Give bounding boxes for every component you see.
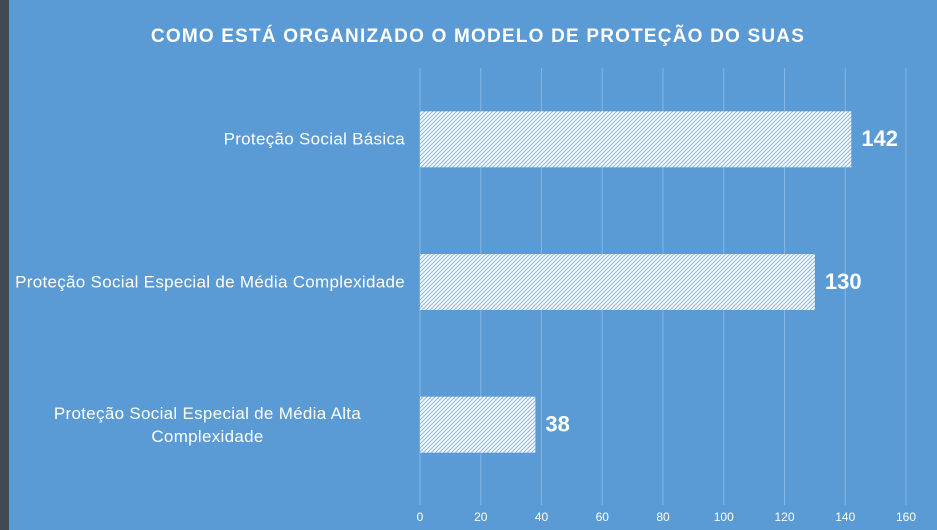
bar [420, 254, 815, 310]
x-tick-label: 140 [835, 510, 855, 524]
left-border [0, 0, 9, 530]
y-tick-label: Proteção Social Básica [223, 129, 405, 149]
y-tick-label-box: Proteção Social Especial de Média Comple… [10, 271, 405, 294]
value-label: 130 [825, 269, 862, 294]
y-tick-label: Proteção Social Especial de Média Alta C… [53, 403, 362, 446]
y-tick-label-box: Proteção Social Básica [10, 128, 405, 151]
x-tick-label: 60 [596, 510, 610, 524]
x-tick-label: 120 [774, 510, 794, 524]
y-tick-label-box: Proteção Social Especial de Média Alta C… [10, 402, 405, 448]
chart-title: COMO ESTÁ ORGANIZADO O MODELO DE PROTEÇÃ… [151, 25, 805, 47]
x-tick-label: 100 [714, 510, 734, 524]
x-tick-label: 0 [417, 510, 424, 524]
bar [420, 111, 852, 168]
x-tick-label: 20 [474, 510, 488, 524]
bar [420, 396, 536, 453]
value-label: 38 [545, 411, 569, 436]
y-tick-label: Proteção Social Especial de Média Comple… [15, 272, 405, 292]
value-label: 142 [861, 126, 898, 151]
x-tick-label: 80 [656, 510, 670, 524]
x-tick-label: 40 [535, 510, 549, 524]
x-tick-label: 160 [896, 510, 916, 524]
